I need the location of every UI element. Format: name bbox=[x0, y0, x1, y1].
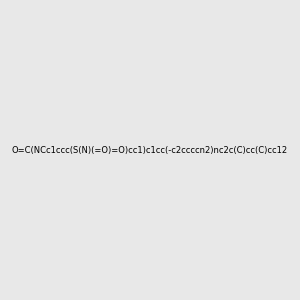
Text: O=C(NCc1ccc(S(N)(=O)=O)cc1)c1cc(-c2ccccn2)nc2c(C)cc(C)cc12: O=C(NCc1ccc(S(N)(=O)=O)cc1)c1cc(-c2ccccn… bbox=[12, 146, 288, 154]
